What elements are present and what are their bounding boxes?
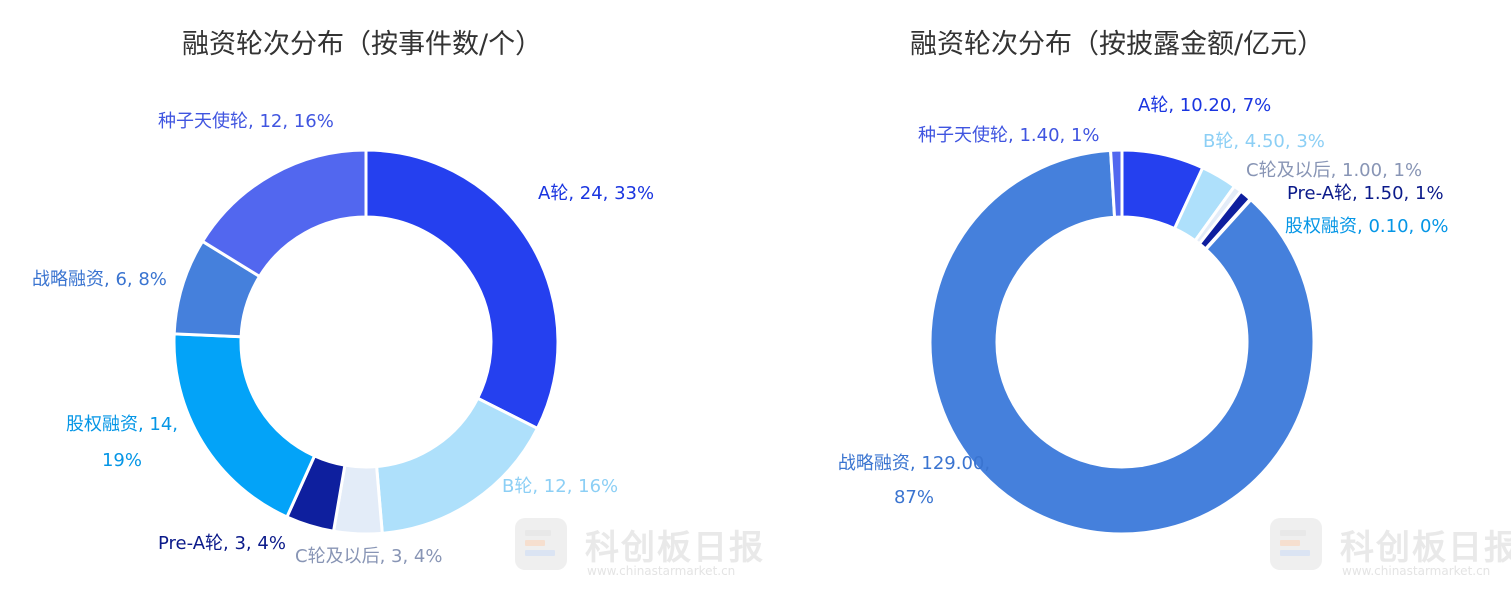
watermark-logo-icon bbox=[515, 518, 567, 570]
slice-data-label: A轮, 24, 33% bbox=[538, 183, 654, 204]
slice-data-label: 战略融资, 6, 8% bbox=[32, 269, 167, 290]
slice-data-label: 种子天使轮, 1.40, 1% bbox=[918, 125, 1100, 146]
watermark-name: 科创板日报 bbox=[1340, 528, 1511, 568]
slice-data-label: 股权融资, 0.10, 0% bbox=[1285, 216, 1449, 237]
donut-slice bbox=[374, 396, 540, 535]
slice-data-label: Pre-A轮, 1.50, 1% bbox=[1287, 183, 1444, 204]
watermark-url: www.chinastarmarket.cn bbox=[1342, 564, 1491, 578]
slice-data-label: B轮, 4.50, 3% bbox=[1203, 131, 1325, 152]
watermark-left: 科创板日报 www.chinastarmarket.cn bbox=[515, 518, 763, 588]
slice-data-label: A轮, 10.20, 7% bbox=[1138, 95, 1271, 116]
slice-data-label: 战略融资, 129.00, 87% bbox=[838, 453, 990, 508]
watermark-logo-icon bbox=[1270, 518, 1322, 570]
slice-data-label: Pre-A轮, 3, 4% bbox=[158, 533, 286, 554]
watermark-right: 科创板日报 www.chinastarmarket.cn bbox=[1270, 518, 1511, 588]
slice-data-label: B轮, 12, 16% bbox=[502, 476, 618, 497]
slice-data-label: C轮及以后, 3, 4% bbox=[295, 546, 442, 567]
chart-title-events: 融资轮次分布（按事件数/个） bbox=[182, 29, 543, 60]
donut-slice bbox=[1108, 148, 1124, 219]
donut-slice bbox=[200, 148, 368, 279]
donut-slice bbox=[364, 148, 560, 431]
slice-data-label: 股权融资, 14, 19% bbox=[66, 414, 178, 471]
slice-data-label: 种子天使轮, 12, 16% bbox=[158, 111, 334, 132]
slice-data-label: C轮及以后, 1.00, 1% bbox=[1246, 160, 1422, 181]
watermark-name: 科创板日报 bbox=[585, 528, 765, 568]
donut-slice bbox=[928, 148, 1316, 536]
donut-slice bbox=[172, 332, 317, 519]
watermark-url: www.chinastarmarket.cn bbox=[587, 564, 736, 578]
chart-title-amount: 融资轮次分布（按披露金额/亿元） bbox=[910, 29, 1325, 60]
